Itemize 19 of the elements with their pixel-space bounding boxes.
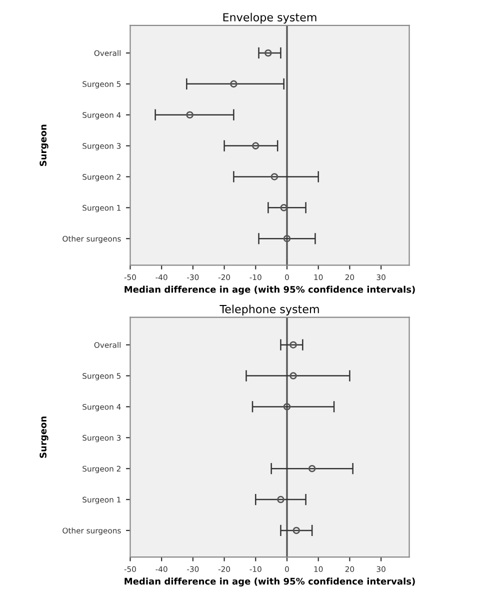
point [290,341,297,348]
point [270,173,278,180]
chart-title: Telephone system [220,304,319,316]
point [283,234,291,242]
point [277,496,284,504]
point [283,403,291,410]
point [290,372,297,380]
x-axis-title: Median difference in age (with 95% confidence intervals) [124,286,415,295]
y-axis-title: Surgeon [40,124,48,166]
point [264,49,272,57]
y-axis-title: Surgeon [40,416,48,458]
point [292,526,300,534]
point [308,464,316,472]
point [230,80,238,88]
point [252,142,260,150]
point [280,204,288,212]
chart-title: Envelope system [223,12,316,24]
x-axis-title: Median difference in age (with 95% confidence intervals) [124,578,415,586]
point [186,111,194,119]
